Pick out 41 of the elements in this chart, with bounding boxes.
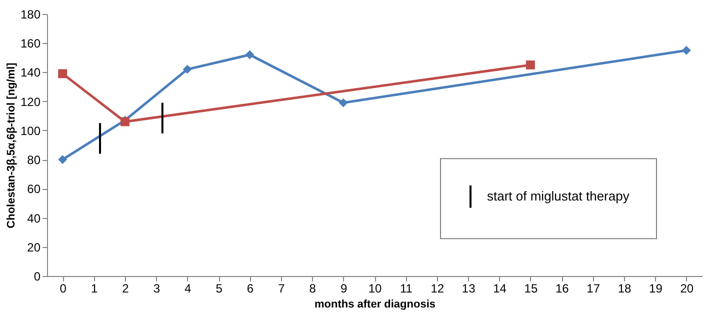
y-tick-label: 0 xyxy=(34,270,41,284)
point xyxy=(58,155,68,164)
point xyxy=(58,69,68,78)
x-tick-label: 4 xyxy=(184,282,192,296)
x-tick-label: 18 xyxy=(618,282,632,296)
x-tick-label: 13 xyxy=(462,282,476,296)
x-tick-label: 19 xyxy=(649,282,663,296)
x-tick-label: 7 xyxy=(278,282,286,296)
y-axis-title: Cholestan-3β,5α,6β-triol [ng/ml] xyxy=(5,62,18,228)
x-tick-label: 17 xyxy=(586,282,600,296)
x-tick-label: 20 xyxy=(680,282,694,296)
x-tick-label: 9 xyxy=(340,282,348,296)
y-tick-label: 20 xyxy=(27,240,41,254)
y-tick-label: 100 xyxy=(20,124,41,138)
y-tick-label: 80 xyxy=(27,153,41,168)
x-tick-label: 14 xyxy=(493,282,507,296)
y-tick-label: 160 xyxy=(20,36,41,51)
point xyxy=(245,50,254,60)
point xyxy=(526,60,535,70)
x-tick-label: 11 xyxy=(400,282,413,296)
x-tick-label: 10 xyxy=(368,282,382,296)
point xyxy=(182,64,192,74)
legend-label: start of miglustat therapy xyxy=(487,188,630,204)
x-tick-label: 16 xyxy=(555,282,570,296)
x-tick-label: 5 xyxy=(216,282,223,296)
y-tick-label: 140 xyxy=(20,66,41,80)
x-tick-label: 0 xyxy=(60,282,67,296)
point xyxy=(338,98,348,108)
y-tick-label: 60 xyxy=(27,182,41,196)
x-tick-label: 2 xyxy=(122,282,130,296)
y-tick-label: 180 xyxy=(20,8,41,22)
x-tick-label: 6 xyxy=(246,282,254,296)
y-tick-label: 120 xyxy=(20,94,41,109)
x-axis-title: months after diagnosis xyxy=(314,298,436,310)
x-tick-label: 1 xyxy=(90,282,98,296)
x-tick-label: 8 xyxy=(309,282,316,296)
x-tick-label: 12 xyxy=(430,282,444,296)
x-tick-label: 3 xyxy=(153,282,160,296)
point xyxy=(682,46,691,55)
x-tick-label: 15 xyxy=(524,282,538,296)
y-tick-label: 40 xyxy=(27,211,41,226)
